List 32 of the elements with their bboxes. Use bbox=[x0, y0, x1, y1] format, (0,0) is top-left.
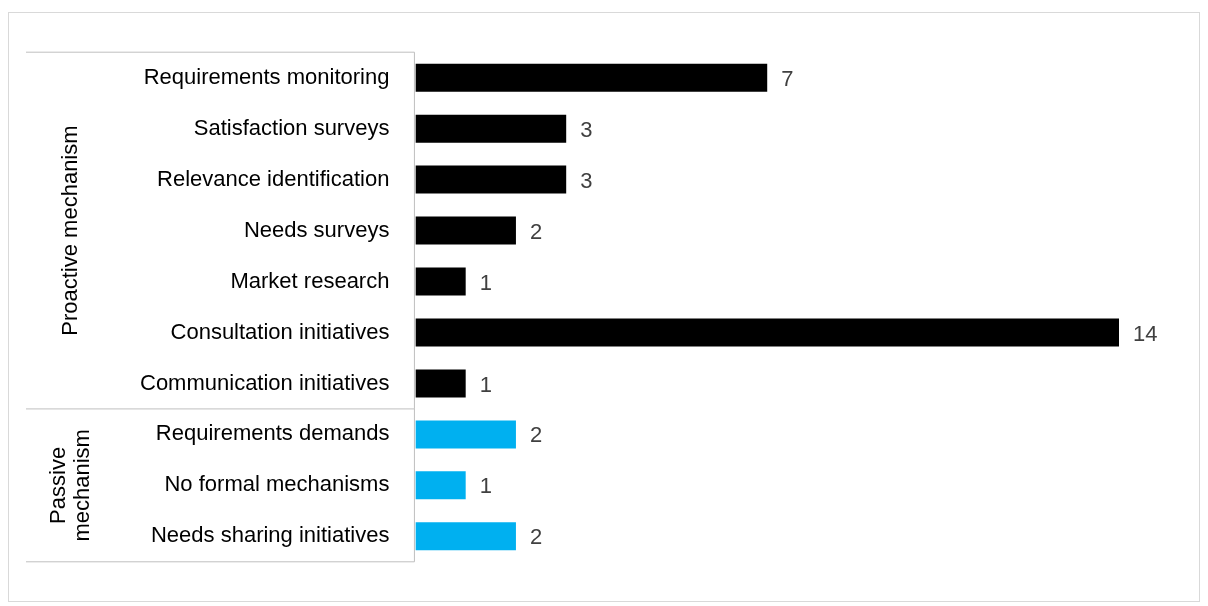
data-label: 3 bbox=[580, 116, 593, 142]
data-label: 2 bbox=[529, 218, 543, 244]
data-label: 3 bbox=[580, 167, 593, 193]
bar bbox=[415, 165, 567, 194]
bar bbox=[415, 522, 516, 551]
y-tick-label: Needs surveys bbox=[243, 216, 390, 242]
y-tick-label: No formal mechanisms bbox=[164, 471, 390, 497]
y-tick-label: Consultation initiatives bbox=[170, 318, 390, 344]
data-label: 2 bbox=[529, 422, 543, 448]
y-tick-label: Relevance identification bbox=[157, 165, 390, 191]
y-tick-label: Requirements monitoring bbox=[143, 63, 390, 89]
y-tick-label: Satisfaction surveys bbox=[193, 114, 390, 140]
data-label: 14 bbox=[1133, 320, 1158, 346]
bar bbox=[415, 114, 567, 143]
bar bbox=[415, 420, 516, 449]
data-label: 7 bbox=[781, 65, 794, 91]
data-label: 1 bbox=[479, 269, 492, 295]
y-tick-label: Communication initiatives bbox=[140, 369, 390, 395]
bar bbox=[415, 216, 516, 245]
bar bbox=[415, 318, 1119, 347]
y-tick-label: Needs sharing initiatives bbox=[150, 522, 390, 548]
text: Proactive mechanism bbox=[57, 125, 83, 336]
y-tick-label: Market research bbox=[230, 267, 390, 293]
text: Passive mechanism bbox=[45, 429, 95, 542]
bar bbox=[415, 267, 466, 296]
data-label: 1 bbox=[479, 371, 492, 397]
bar bbox=[415, 471, 466, 500]
bar bbox=[415, 369, 466, 398]
bar bbox=[415, 63, 768, 92]
data-label: 1 bbox=[479, 473, 492, 499]
data-label: 2 bbox=[529, 524, 543, 550]
y-tick-label: Requirements demands bbox=[155, 420, 390, 446]
